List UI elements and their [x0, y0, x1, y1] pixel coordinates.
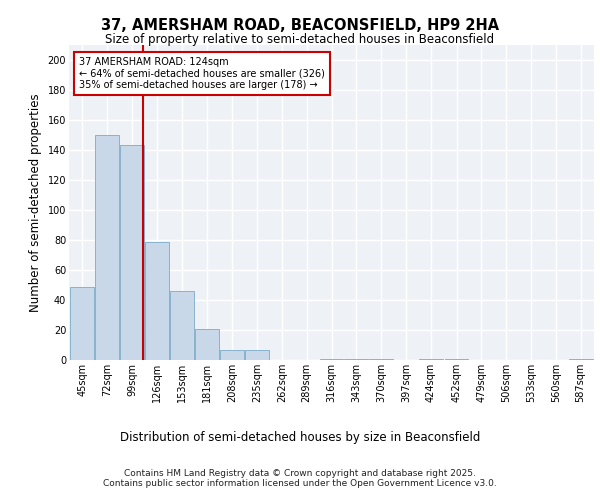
Text: 37 AMERSHAM ROAD: 124sqm
← 64% of semi-detached houses are smaller (326)
35% of : 37 AMERSHAM ROAD: 124sqm ← 64% of semi-d…: [79, 57, 325, 90]
Bar: [95, 135, 119, 360]
Y-axis label: Number of semi-detached properties: Number of semi-detached properties: [29, 93, 42, 312]
Bar: [344, 358, 368, 360]
Bar: [120, 146, 144, 360]
Bar: [196, 328, 220, 360]
Bar: [445, 358, 469, 360]
Text: Distribution of semi-detached houses by size in Beaconsfield: Distribution of semi-detached houses by …: [120, 431, 480, 444]
Bar: [70, 286, 94, 360]
Bar: [569, 358, 593, 360]
Bar: [220, 350, 244, 360]
Bar: [145, 242, 169, 360]
Text: Contains public sector information licensed under the Open Government Licence v3: Contains public sector information licen…: [103, 478, 497, 488]
Text: 37, AMERSHAM ROAD, BEACONSFIELD, HP9 2HA: 37, AMERSHAM ROAD, BEACONSFIELD, HP9 2HA: [101, 18, 499, 32]
Bar: [170, 291, 194, 360]
Bar: [419, 358, 443, 360]
Bar: [245, 350, 269, 360]
Text: Contains HM Land Registry data © Crown copyright and database right 2025.: Contains HM Land Registry data © Crown c…: [124, 468, 476, 477]
Text: Size of property relative to semi-detached houses in Beaconsfield: Size of property relative to semi-detach…: [106, 32, 494, 46]
Bar: [320, 358, 343, 360]
Bar: [369, 358, 393, 360]
